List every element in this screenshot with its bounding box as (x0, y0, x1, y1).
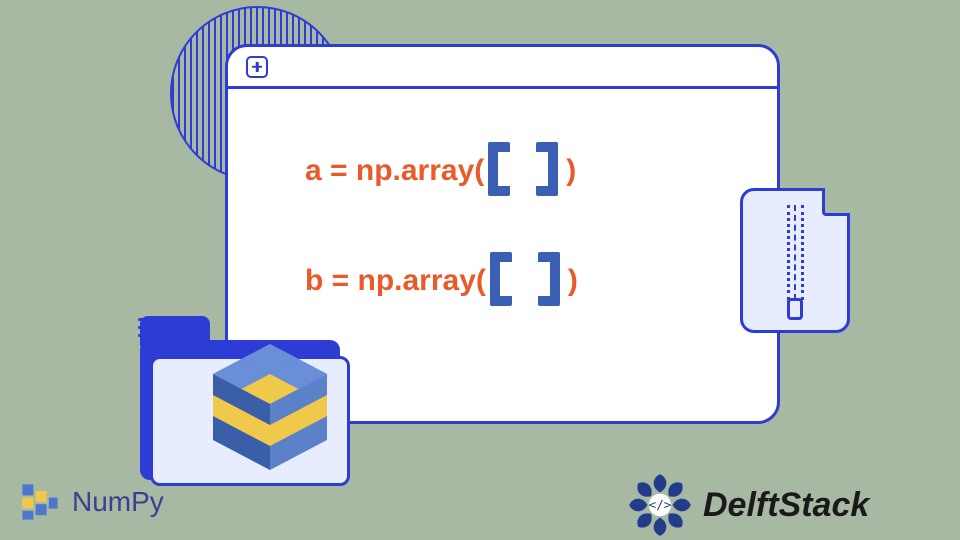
window-titlebar (228, 47, 777, 89)
zip-track (794, 205, 796, 300)
bracket-open-a (488, 142, 514, 200)
numpy-logo: NumPy (18, 480, 164, 524)
plus-icon (246, 56, 268, 78)
delftstack-text: DelftStack (703, 486, 869, 525)
bracket-open-b (490, 252, 516, 310)
code-suffix-a: ) (566, 154, 576, 188)
delftstack-mandala-icon: </> (625, 470, 695, 540)
zip-file-icon (740, 188, 850, 333)
numpy-text: NumPy (72, 486, 164, 518)
code-line-b: b = np.array( ) (305, 252, 578, 310)
code-prefix-b: b = np.array( (305, 264, 486, 298)
file-corner-fold (822, 188, 850, 216)
numpy-cube-icon (195, 335, 345, 485)
folder-hamburger-lines (138, 318, 182, 342)
bracket-close-b (538, 252, 564, 310)
bracket-close-a (536, 142, 562, 200)
code-prefix-a: a = np.array( (305, 154, 484, 188)
zip-teeth-right (801, 205, 804, 300)
code-line-a: a = np.array( ) (305, 142, 576, 200)
numpy-mark-icon (18, 480, 62, 524)
svg-text:</>: </> (649, 497, 672, 512)
zip-teeth-left (787, 205, 790, 300)
infographic-canvas: a = np.array( ) b = np.array( ) (0, 0, 960, 540)
zipper-pull-icon (787, 298, 803, 320)
code-suffix-b: ) (568, 264, 578, 298)
delftstack-logo: </> DelftStack (625, 470, 869, 540)
